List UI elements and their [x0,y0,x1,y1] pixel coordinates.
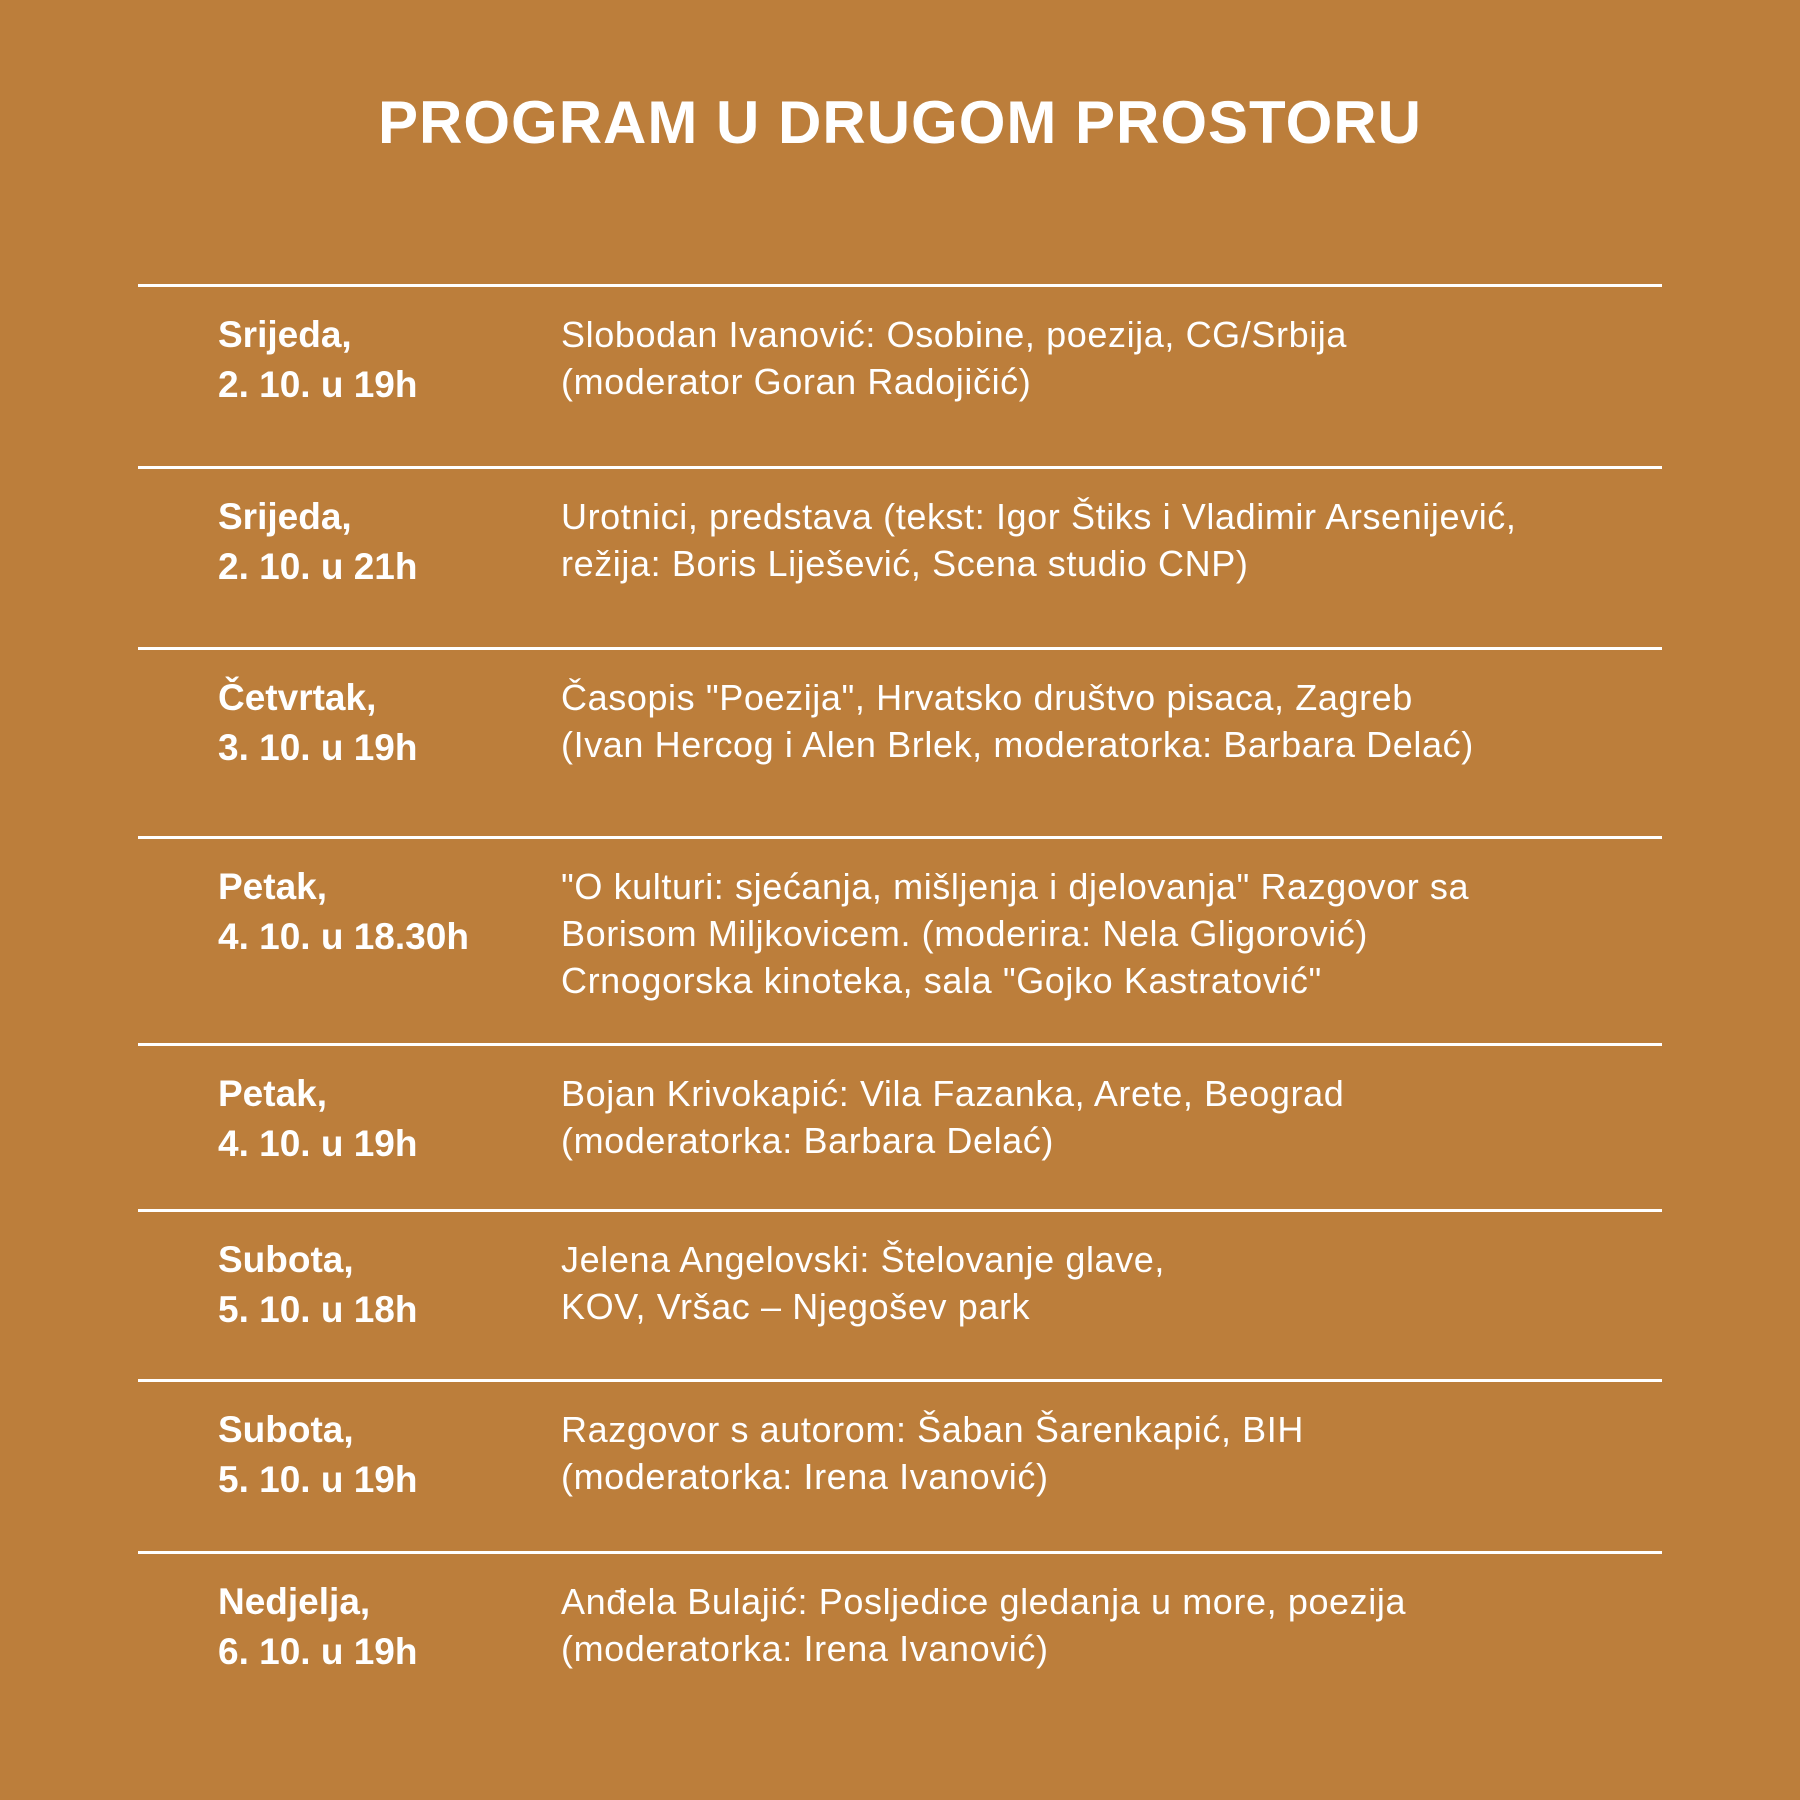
event-time: 3. 10. u 19h [218,727,418,768]
description-line: Anđela Bulajić: Posljedice gledanja u mo… [561,1581,1407,1622]
event-day: Srijeda, [218,496,352,537]
event-description: Časopis "Poezija", Hrvatsko društvo pisa… [561,674,1474,768]
event-date: Srijeda, 2. 10. u 21h [218,492,418,592]
description-line: Borisom Miljkovicem. (moderira: Nela Gli… [561,913,1368,954]
row-divider [138,1551,1662,1554]
event-date: Petak, 4. 10. u 19h [218,1069,418,1169]
event-time: 2. 10. u 19h [218,364,418,405]
event-time: 5. 10. u 18h [218,1289,418,1330]
event-day: Nedjelja, [218,1581,371,1622]
description-line: "O kulturi: sjećanja, mišljenja i djelov… [561,866,1470,907]
event-date: Subota, 5. 10. u 19h [218,1405,418,1505]
event-date: Subota, 5. 10. u 18h [218,1235,418,1335]
event-time: 5. 10. u 19h [218,1459,418,1500]
description-line: (moderatorka: Irena Ivanović) [561,1456,1049,1497]
event-date: Srijeda, 2. 10. u 19h [218,310,418,410]
description-line: Bojan Krivokapić: Vila Fazanka, Arete, B… [561,1073,1345,1114]
event-description: Slobodan Ivanović: Osobine, poezija, CG/… [561,311,1347,405]
description-line: Razgovor s autorom: Šaban Šarenkapić, BI… [561,1409,1304,1450]
description-line: režija: Boris Liješević, Scena studio CN… [561,543,1249,584]
event-description: Anđela Bulajić: Posljedice gledanja u mo… [561,1578,1406,1672]
page-title: PROGRAM U DRUGOM PROSTORU [378,89,1422,156]
event-day: Petak, [218,866,328,907]
event-time: 2. 10. u 21h [218,546,418,587]
row-divider [138,1209,1662,1212]
event-description: Bojan Krivokapić: Vila Fazanka, Arete, B… [561,1070,1344,1164]
event-day: Petak, [218,1073,328,1114]
description-line: Časopis "Poezija", Hrvatsko društvo pisa… [561,677,1413,718]
row-divider [138,647,1662,650]
description-line: KOV, Vršac – Njegošev park [561,1286,1031,1327]
description-line: (moderatorka: Barbara Delać) [561,1120,1054,1161]
event-day: Četvrtak, [218,677,377,718]
row-divider [138,1379,1662,1382]
event-day: Subota, [218,1239,354,1280]
event-day: Srijeda, [218,314,352,355]
description-line: Crnogorska kinoteka, sala "Gojko Kastrat… [561,960,1322,1001]
row-divider [138,466,1662,469]
event-date: Petak, 4. 10. u 18.30h [218,862,469,962]
description-line: Jelena Angelovski: Štelovanje glave, [561,1239,1165,1280]
event-time: 6. 10. u 19h [218,1631,418,1672]
event-description: Urotnici, predstava (tekst: Igor Štiks i… [561,493,1517,587]
event-description: Razgovor s autorom: Šaban Šarenkapić, BI… [561,1406,1304,1500]
description-line: Slobodan Ivanović: Osobine, poezija, CG/… [561,314,1348,355]
description-line: (moderator Goran Radojičić) [561,361,1032,402]
row-divider [138,1043,1662,1046]
row-divider [138,836,1662,839]
event-date: Četvrtak, 3. 10. u 19h [218,673,418,773]
event-description: "O kulturi: sjećanja, mišljenja i djelov… [561,863,1469,1004]
description-line: (Ivan Hercog i Alen Brlek, moderatorka: … [561,724,1474,765]
event-date: Nedjelja, 6. 10. u 19h [218,1577,418,1677]
event-day: Subota, [218,1409,354,1450]
row-divider [138,284,1662,287]
description-line: Urotnici, predstava (tekst: Igor Štiks i… [561,496,1517,537]
description-line: (moderatorka: Irena Ivanović) [561,1628,1049,1669]
event-time: 4. 10. u 18.30h [218,916,469,957]
event-time: 4. 10. u 19h [218,1123,418,1164]
event-description: Jelena Angelovski: Štelovanje glave, KOV,… [561,1236,1165,1330]
